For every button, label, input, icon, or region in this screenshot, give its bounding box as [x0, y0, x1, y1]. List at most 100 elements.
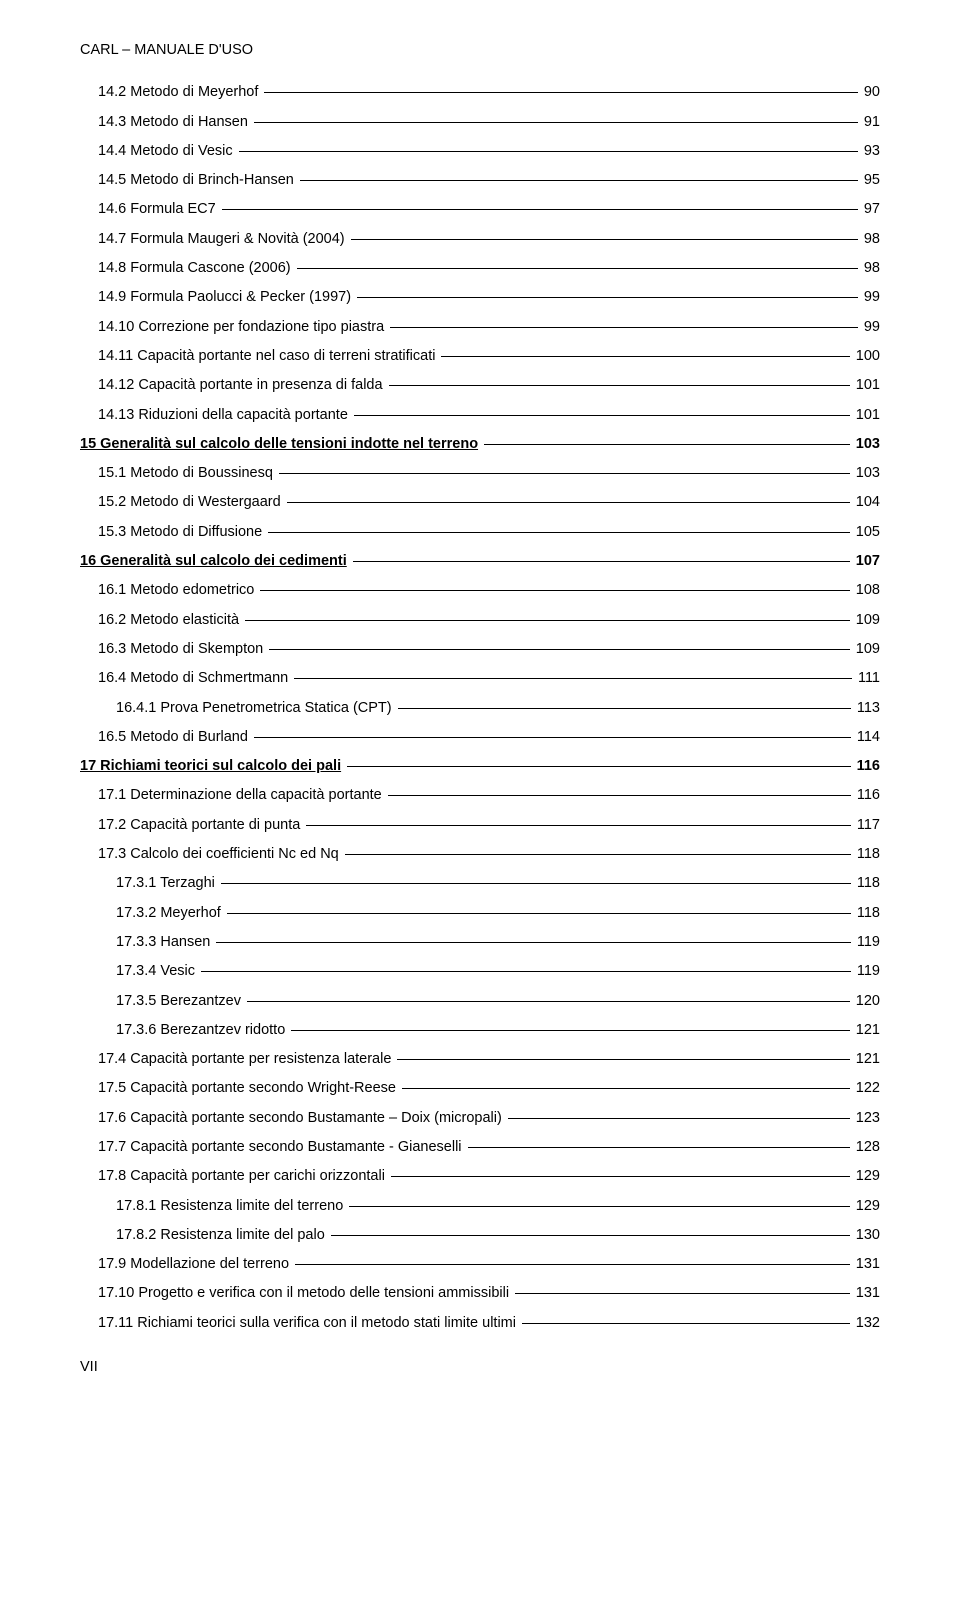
toc-leader — [268, 532, 850, 533]
toc-entry: 17.9 Modellazione del terreno 131 — [80, 1254, 880, 1274]
toc-leader — [227, 913, 851, 914]
toc-entry-page: 120 — [852, 991, 880, 1011]
toc-entry-label: 15.3 Metodo di Diffusione — [98, 522, 266, 542]
toc-leader — [331, 1235, 850, 1236]
toc-entry-page: 129 — [852, 1196, 880, 1216]
toc-entry-page: 131 — [852, 1254, 880, 1274]
toc-entry: 15.2 Metodo di Westergaard 104 — [80, 492, 880, 512]
toc-entry-page: 131 — [852, 1283, 880, 1303]
toc-entry: 14.3 Metodo di Hansen91 — [80, 112, 880, 132]
toc-entry-page: 98 — [860, 229, 880, 249]
toc-entry-page: 121 — [852, 1049, 880, 1069]
toc-entry-page: 129 — [852, 1166, 880, 1186]
toc-entry-page: 123 — [852, 1108, 880, 1128]
toc-entry: 14.7 Formula Maugeri & Novità (2004)98 — [80, 229, 880, 249]
toc-entry-label: 17.8.2 Resistenza limite del palo — [116, 1225, 329, 1245]
toc-entry-page: 109 — [852, 610, 880, 630]
toc-leader — [402, 1088, 850, 1089]
page-footer: VII — [80, 1357, 880, 1377]
toc-leader — [388, 795, 851, 796]
toc-leader — [287, 502, 850, 503]
toc-leader — [239, 151, 858, 152]
toc-leader — [300, 180, 858, 181]
toc-entry-page: 119 — [853, 932, 880, 952]
toc-entry-page: 116 — [853, 785, 880, 805]
toc-entry-label: 17.6 Capacità portante secondo Bustamant… — [98, 1108, 506, 1128]
toc-entry: 17.3.1 Terzaghi 118 — [80, 873, 880, 893]
toc-entry: 17.3.6 Berezantzev ridotto121 — [80, 1020, 880, 1040]
toc-entry-label: 16.5 Metodo di Burland — [98, 727, 252, 747]
toc-leader — [357, 297, 858, 298]
toc-entry: 17.5 Capacità portante secondo Wright-Re… — [80, 1078, 880, 1098]
toc-entry-page: 108 — [852, 580, 880, 600]
toc-entry: 17 Richiami teorici sul calcolo dei pali… — [80, 756, 880, 776]
toc-leader — [354, 415, 850, 416]
toc-entry-page: 105 — [852, 522, 880, 542]
toc-entry-label: 17.3 Calcolo dei coefficienti Nc ed Nq — [98, 844, 343, 864]
toc-entry: 16.4 Metodo di Schmertmann111 — [80, 668, 880, 688]
toc-entry-label: 14.13 Riduzioni della capacità portante — [98, 405, 352, 425]
toc-entry-page: 114 — [853, 727, 880, 747]
toc-entry-label: 17 Richiami teorici sul calcolo dei pali — [80, 756, 345, 776]
toc-entry-page: 118 — [853, 844, 880, 864]
toc-entry-page: 118 — [853, 873, 880, 893]
toc-leader — [351, 239, 858, 240]
toc-entry-label: 17.3.1 Terzaghi — [116, 873, 219, 893]
toc-entry: 17.3.5 Berezantzev120 — [80, 991, 880, 1011]
toc-leader — [294, 678, 852, 679]
toc-leader — [297, 268, 858, 269]
toc-leader — [306, 825, 851, 826]
toc-entry: 14.4 Metodo di Vesic93 — [80, 141, 880, 161]
toc-entry: 16.2 Metodo elasticità 109 — [80, 610, 880, 630]
toc-leader — [468, 1147, 850, 1148]
toc-entry-page: 95 — [860, 170, 880, 190]
toc-entry-page: 113 — [853, 698, 880, 718]
toc-leader — [347, 766, 851, 767]
toc-leader — [222, 209, 858, 210]
toc-entry-page: 116 — [853, 756, 880, 776]
toc-entry: 14.13 Riduzioni della capacità portante 1… — [80, 405, 880, 425]
toc-entry-label: 17.9 Modellazione del terreno — [98, 1254, 293, 1274]
toc-entry: 17.8 Capacità portante per carichi orizz… — [80, 1166, 880, 1186]
toc-entry-label: 17.3.3 Hansen — [116, 932, 214, 952]
toc-entry: 17.11 Richiami teorici sulla verifica co… — [80, 1313, 880, 1333]
toc-leader — [522, 1323, 850, 1324]
toc-entry: 17.2 Capacità portante di punta117 — [80, 815, 880, 835]
toc-entry: 16.5 Metodo di Burland 114 — [80, 727, 880, 747]
toc-entry-label: 14.2 Metodo di Meyerhof — [98, 82, 262, 102]
toc-leader — [254, 737, 851, 738]
toc-entry-page: 100 — [852, 346, 880, 366]
toc-leader — [390, 327, 858, 328]
toc-leader — [397, 1059, 849, 1060]
toc-entry: 16.4.1 Prova Penetrometrica Statica (CPT… — [80, 698, 880, 718]
toc-leader — [295, 1264, 850, 1265]
toc-entry-label: 15.2 Metodo di Westergaard — [98, 492, 285, 512]
toc-entry-page: 132 — [852, 1313, 880, 1333]
toc-entry-label: 17.10 Progetto e verifica con il metodo … — [98, 1283, 513, 1303]
toc-entry-label: 17.4 Capacità portante per resistenza la… — [98, 1049, 395, 1069]
toc-leader — [391, 1176, 850, 1177]
toc-entry-page: 101 — [852, 405, 880, 425]
toc-entry: 17.10 Progetto e verifica con il metodo … — [80, 1283, 880, 1303]
toc-entry-label: 15.1 Metodo di Boussinesq — [98, 463, 277, 483]
toc-entry-label: 14.5 Metodo di Brinch-Hansen — [98, 170, 298, 190]
toc-entry-label: 14.8 Formula Cascone (2006) — [98, 258, 295, 278]
toc-leader — [264, 92, 857, 93]
toc-entry-label: 14.3 Metodo di Hansen — [98, 112, 252, 132]
toc-entry-label: 17.8 Capacità portante per carichi orizz… — [98, 1166, 389, 1186]
toc-entry-label: 17.1 Determinazione della capacità porta… — [98, 785, 386, 805]
toc-entry: 17.4 Capacità portante per resistenza la… — [80, 1049, 880, 1069]
toc-entry-label: 15 Generalità sul calcolo delle tensioni… — [80, 434, 482, 454]
toc-entry-label: 14.9 Formula Paolucci & Pecker (1997) — [98, 287, 355, 307]
toc-entry: 15.3 Metodo di Diffusione 105 — [80, 522, 880, 542]
toc-entry-page: 90 — [860, 82, 880, 102]
toc-entry-page: 101 — [852, 375, 880, 395]
toc-entry-page: 103 — [852, 463, 880, 483]
toc-entry-page: 107 — [852, 551, 880, 571]
toc-entry-page: 104 — [852, 492, 880, 512]
toc-leader — [484, 444, 850, 445]
toc-entry: 17.1 Determinazione della capacità porta… — [80, 785, 880, 805]
toc-entry: 16.1 Metodo edometrico108 — [80, 580, 880, 600]
toc-entry-label: 16.2 Metodo elasticità — [98, 610, 243, 630]
toc-leader — [345, 854, 851, 855]
